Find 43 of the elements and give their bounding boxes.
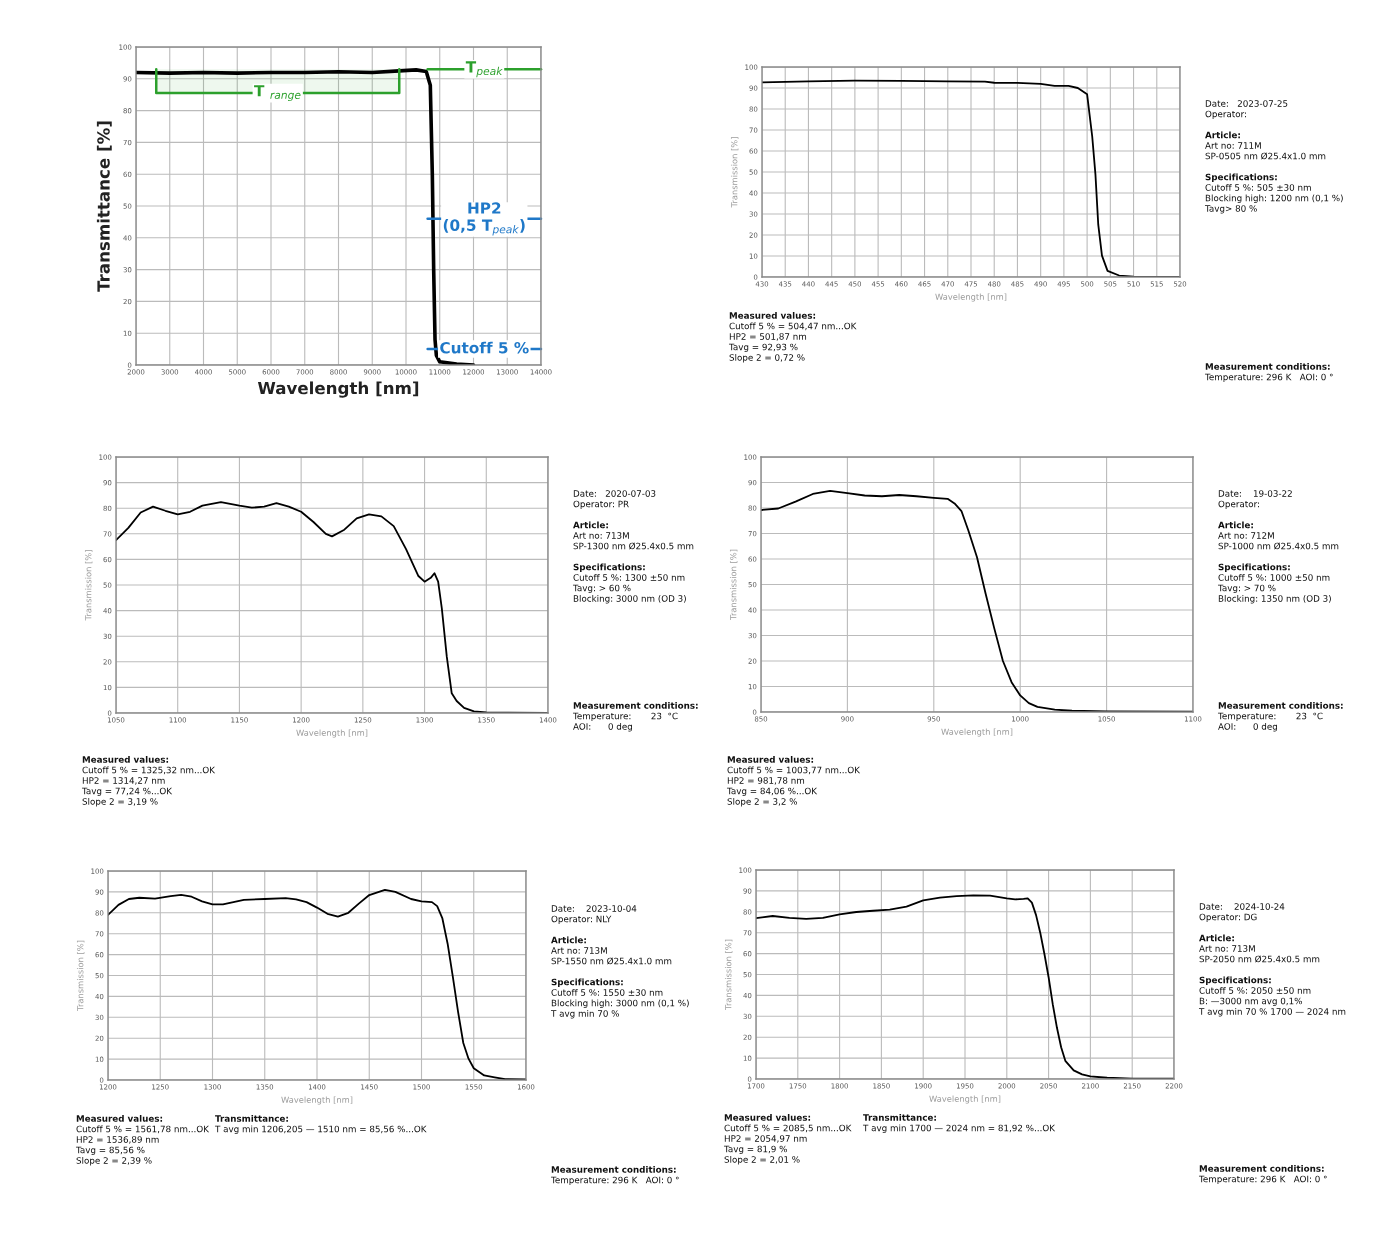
- text: Specifications: Cutoff 5 %: 1550 ±30 nm Blocking high: 3000 nm (0,1 %) T avg min 70 %: [550, 978, 689, 1019]
- text: Article: Art no: 711M SP-0505 nm Ø25.4x1.0 mm: [1205, 131, 1326, 160]
- text: Article: Art no: 713M SP-1550 nm Ø25.4x1.0 mm: [551, 936, 672, 965]
- text: Measurement conditions: Temperature: 23 °C AOI: 0 deg: [572, 702, 698, 732]
- y-axis-title: Transmission [%]: [84, 550, 93, 621]
- text: Specifications: Cutoff 5 %: 2050 ±50 nm B: —3000 nm avg 0,1% T avg min 70 % 1700 — 2024 nm: [1198, 976, 1346, 1017]
- ref-line-label: Cutoff 5 %: [440, 341, 529, 354]
- text: Article: Art no: 713M SP-2050 nm Ø25.4x0.5 mm: [1199, 934, 1320, 963]
- text: Date: 2023-10-04 Operator: NLY: [551, 905, 637, 924]
- y-axis-title: Transmission [%]: [76, 940, 85, 1011]
- text: Date: 19-03-22 Operator:: [1218, 490, 1292, 509]
- x-axis-title: Wavelength [nm]: [929, 1095, 1001, 1104]
- text: Measurement conditions: Temperature: 296 K AOI: 0 °: [550, 1166, 679, 1185]
- text: Specifications: Cutoff 5 %: 1300 ±50 nm Tavg: > 60 % Blocking: 3000 nm (OD 3): [572, 563, 686, 604]
- x-axis-title: Wavelength [nm]: [935, 293, 1007, 302]
- text: Date: 2020-07-03 Operator: PR: [573, 490, 656, 509]
- y-axis-title: Transmission [%]: [724, 939, 733, 1010]
- x-axis-title: Wavelength [nm]: [296, 729, 368, 738]
- text: Transmittance: T avg min 1700 — 2024 nm = 81,92 %...OK: [862, 1114, 1056, 1133]
- text: Specifications: Cutoff 5 %: 505 ±30 nm Blocking high: 1200 nm (0,1 %) Tavg> 80 %: [1204, 173, 1343, 214]
- text: Article: Art no: 712M SP-1000 nm Ø25.4x0.5 mm: [1218, 521, 1339, 550]
- band-label: T $_{range}$: [254, 85, 301, 102]
- text: Transmittance: T avg min 1206,205 — 1510 nm = 85,56 %...OK: [214, 1115, 427, 1134]
- y-axis-title: Transmission [%]: [729, 549, 738, 620]
- text: Measured values: Cutoff 5 % = 1003,77 nm...OK HP2 = 981,78 nm Tavg = 84,06 %...OK Slope 2 = 3,2 %: [726, 756, 861, 807]
- x-axis-title: Wavelength [nm]: [281, 1096, 353, 1105]
- y-axis-title: Transmission [%]: [730, 137, 739, 208]
- text: Date: 2024-10-24 Operator: DG: [1199, 903, 1285, 922]
- text: Specifications: Cutoff 5 %: 1000 ±50 nm Tavg: > 70 % Blocking: 1350 nm (OD 3): [1217, 563, 1331, 604]
- text: Measured values: Cutoff 5 % = 1325,32 nm...OK HP2 = 1314,27 nm Tavg = 77,24 %...OK Slope 2 = 3,19 %: [81, 756, 216, 807]
- text: Article: Art no: 713M SP-1300 nm Ø25.4x0.5 mm: [573, 521, 694, 550]
- text: Date: 2023-07-25 Operator:: [1205, 100, 1288, 119]
- ref-line-label: T$_{peak}$: [465, 61, 503, 78]
- text: Measured values: Cutoff 5 % = 2085,5 nm...OK HP2 = 2054,97 nm Tavg = 81,9 % Slope 2 = 2,01 %: [723, 1114, 852, 1165]
- x-axis-title: Wavelength [nm]: [941, 728, 1013, 737]
- ref-line-label: HP2 (0,5 T$_{peak}$): [443, 202, 525, 236]
- text: Measurement conditions: Temperature: 23 °C AOI: 0 deg: [1217, 702, 1343, 732]
- text: Measurement conditions: Temperature: 296 K AOI: 0 °: [1198, 1165, 1327, 1184]
- text: Measured values: Cutoff 5 % = 504,47 nm...OK HP2 = 501,87 nm Tavg = 92,93 % Slope 2 = 0,72 %: [728, 312, 857, 363]
- x-axis-title: Wavelength [nm]: [257, 381, 419, 398]
- y-axis-title: Transmittance [%]: [96, 121, 112, 292]
- text: Measurement conditions: Temperature: 296 K AOI: 0 °: [1204, 363, 1333, 382]
- text: Measured values: Cutoff 5 % = 1561,78 nm...OK HP2 = 1536,89 nm Tavg = 85,56 % Slope 2 = 2,39 %: [75, 1115, 210, 1166]
